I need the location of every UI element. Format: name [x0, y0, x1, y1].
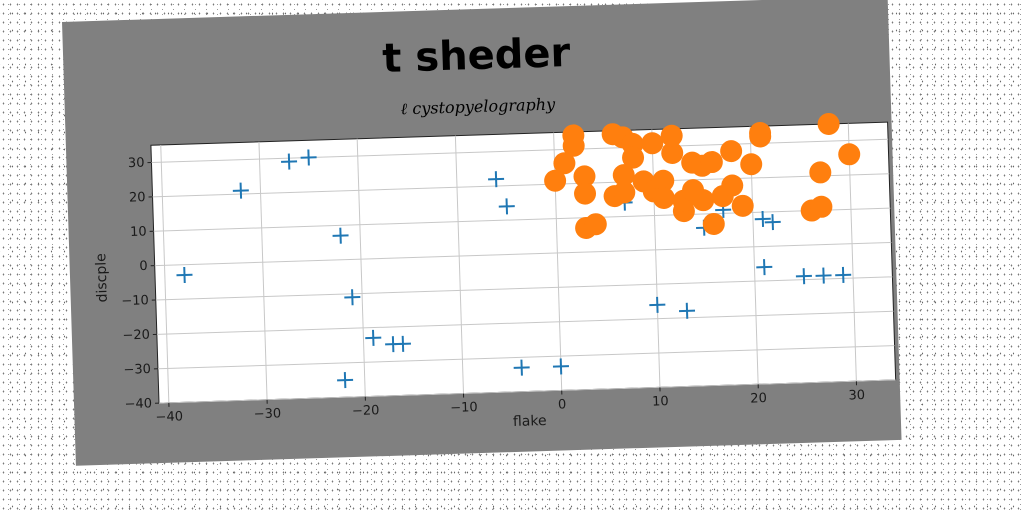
plus-v-stroke: [289, 154, 290, 170]
plus-v-stroke: [496, 171, 497, 187]
x-tick-label: 0: [558, 397, 567, 412]
y-tick-label: 30: [128, 156, 145, 172]
plus-v-stroke: [521, 360, 522, 376]
plus-v-stroke: [657, 297, 658, 313]
y-tick-label: 20: [129, 190, 146, 206]
x-tick-label: −30: [254, 406, 282, 422]
x-tick-label: −40: [155, 409, 183, 425]
x-tick-label: −10: [450, 400, 478, 416]
y-tick-label: −10: [121, 293, 149, 309]
plus-v-stroke: [507, 198, 508, 214]
plus-v-stroke: [352, 289, 353, 305]
plus-v-stroke: [393, 336, 394, 352]
x-tick-label: 10: [652, 394, 669, 410]
plus-v-stroke: [561, 358, 562, 374]
plus-v-stroke: [241, 183, 242, 199]
y-tick-label: −40: [124, 396, 152, 412]
chart-title: t sheder: [382, 30, 572, 82]
plus-v-stroke: [763, 211, 764, 227]
plus-v-stroke: [687, 303, 688, 319]
plus-v-stroke: [373, 330, 374, 346]
y-tick-label: 10: [130, 224, 147, 240]
chart-figure: t sheder ℓ cystopyelography −40 −30 −20 −10…: [62, 0, 902, 466]
plus-v-stroke: [308, 150, 309, 166]
x-tick-label: −20: [352, 403, 380, 419]
plus-v-stroke: [764, 259, 765, 275]
x-tick-label: 30: [848, 388, 865, 404]
y-tick-label: −20: [122, 328, 150, 344]
plus-v-stroke: [403, 336, 404, 352]
plus-v-stroke: [772, 214, 773, 230]
chart-subtitle: ℓ cystopyelography: [400, 95, 556, 119]
plus-v-stroke: [823, 268, 824, 284]
plus-v-stroke: [804, 268, 805, 284]
plus-v-stroke: [843, 267, 844, 283]
y-tick-label: 0: [139, 259, 148, 274]
plus-v-stroke: [340, 228, 341, 244]
x-axis-label: flake: [513, 413, 547, 430]
plus-v-stroke: [184, 267, 185, 283]
x-tick-label: 20: [750, 391, 767, 407]
scatter-plot: t sheder ℓ cystopyelography −40 −30 −20 −10…: [62, 0, 902, 466]
y-axis-label: discple: [93, 253, 111, 303]
y-tick-label: −30: [123, 362, 151, 378]
plus-v-stroke: [345, 372, 346, 388]
